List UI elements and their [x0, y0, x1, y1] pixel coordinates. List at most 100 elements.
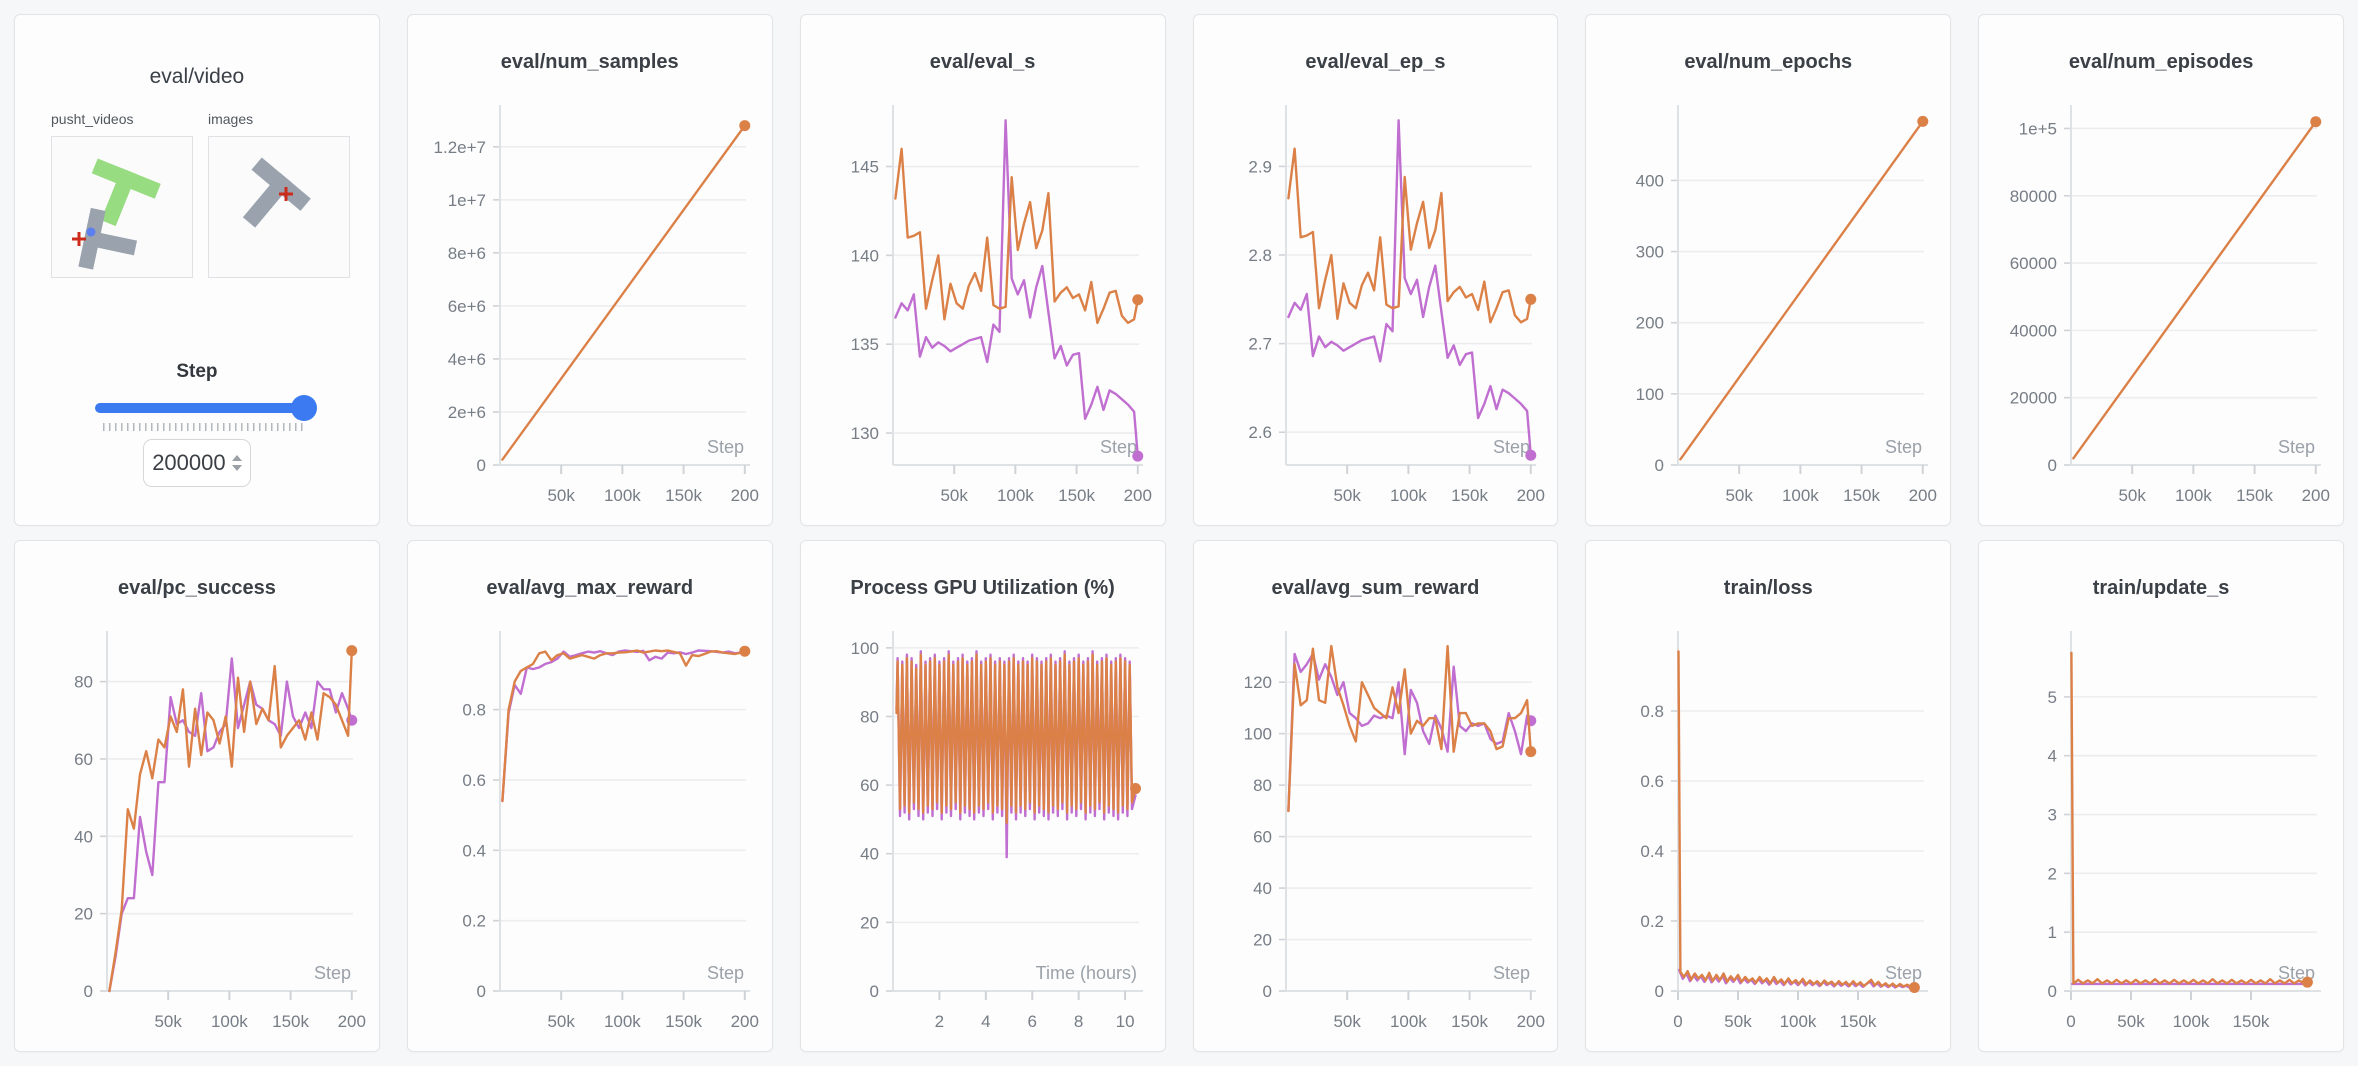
svg-text:3: 3 — [2048, 806, 2057, 825]
step-input-value: 200000 — [152, 450, 226, 475]
svg-text:0: 0 — [2048, 982, 2057, 1001]
svg-text:0.6: 0.6 — [1641, 772, 1665, 791]
chart-plot[interactable]: 0 20 40 60 80 100 120 50k 100k 150k 200 Step — [1194, 541, 1558, 1051]
panel-eval-eval-ep-s[interactable]: 2.6 2.7 2.8 2.9 50k 100k 150k 200 Step eval/eval… — [1192, 14, 1559, 526]
svg-text:120: 120 — [1243, 673, 1271, 692]
svg-text:50k: 50k — [1726, 486, 1754, 505]
svg-text:1e+5: 1e+5 — [2019, 119, 2057, 138]
svg-text:0: 0 — [1262, 982, 1271, 1001]
svg-text:80000: 80000 — [2010, 187, 2057, 206]
chart-plot[interactable]: 0 100 200 300 400 50k 100k 150k 200 Step — [1586, 15, 1950, 525]
panel-eval-video[interactable]: eval/video pusht_videos images — [14, 14, 380, 526]
step-input[interactable]: 200000 — [142, 439, 251, 487]
svg-text:100k: 100k — [1780, 1012, 1817, 1031]
chart-plot[interactable]: 0 2e+6 4e+6 6e+6 8e+6 1e+7 1.2e+7 50k 100k 150k 20… — [408, 15, 772, 525]
svg-text:2.9: 2.9 — [1248, 157, 1272, 176]
pusht-video-thumbnail[interactable] — [51, 136, 193, 278]
svg-text:0: 0 — [84, 982, 93, 1001]
svg-text:50k: 50k — [940, 486, 968, 505]
panel-eval-num-epochs[interactable]: 0 100 200 300 400 50k 100k 150k 200 Step eval/num… — [1585, 14, 1952, 526]
svg-text:Step: Step — [1492, 437, 1529, 457]
chart-plot[interactable]: 0 1 2 3 4 5 0 50k 100k 150k Step — [1979, 541, 2343, 1051]
images-scene-graphic — [242, 157, 311, 228]
svg-text:1: 1 — [2048, 923, 2057, 942]
target-cross-icon — [72, 232, 86, 246]
panel-process-gpu-utilization[interactable]: 0 20 40 60 80 100 2 4 6 8 10 Time (hours) Process G… — [799, 540, 1166, 1052]
svg-text:80: 80 — [74, 673, 93, 692]
chart-plot[interactable]: 0 20 40 60 80 100 2 4 6 8 10 Time (hours) — [801, 541, 1165, 1051]
step-slider-label: Step — [176, 361, 218, 382]
chart-title: eval/pc_success — [117, 577, 276, 599]
svg-text:60: 60 — [860, 776, 879, 795]
chart-title: eval/avg_max_reward — [486, 577, 694, 599]
svg-text:400: 400 — [1636, 171, 1664, 190]
svg-text:40000: 40000 — [2010, 321, 2057, 340]
svg-text:150k: 150k — [272, 1012, 309, 1031]
svg-text:0: 0 — [2048, 456, 2057, 475]
svg-text:20000: 20000 — [2010, 389, 2057, 408]
chart-title: eval/avg_sum_reward — [1271, 577, 1480, 599]
svg-text:150k: 150k — [1840, 1012, 1877, 1031]
chart-plot[interactable]: 0 20 40 60 80 50k 100k 150k 200 Step — [15, 541, 379, 1051]
svg-text:Step: Step — [2278, 437, 2315, 457]
panel-eval-avg-max-reward[interactable]: 0 0.2 0.4 0.6 0.8 50k 100k 150k 200 Step eval/avg… — [406, 540, 773, 1052]
svg-text:2.7: 2.7 — [1248, 335, 1272, 354]
svg-text:Time (hours): Time (hours) — [1035, 963, 1136, 983]
svg-text:Step: Step — [707, 437, 744, 457]
svg-text:100k: 100k — [1389, 486, 1426, 505]
panel-eval-avg-sum-reward[interactable]: 0 20 40 60 80 100 120 50k 100k 150k 200 Step eval/a… — [1192, 540, 1559, 1052]
gray-t-shape — [242, 157, 311, 228]
svg-text:6: 6 — [1027, 1012, 1036, 1031]
images-thumbnail[interactable] — [208, 136, 350, 278]
svg-text:100: 100 — [850, 639, 878, 658]
svg-text:50k: 50k — [547, 1012, 575, 1031]
svg-text:0.6: 0.6 — [462, 771, 486, 790]
svg-text:4: 4 — [2048, 747, 2057, 766]
panel-eval-num-samples[interactable]: 0 2e+6 4e+6 6e+6 8e+6 1e+7 1.2e+7 50k 100k 150k 20… — [406, 14, 773, 526]
svg-text:2.8: 2.8 — [1248, 246, 1272, 265]
svg-text:150k: 150k — [1843, 486, 1880, 505]
svg-text:0: 0 — [869, 982, 878, 1001]
svg-text:150k: 150k — [665, 1012, 702, 1031]
svg-text:40: 40 — [1253, 879, 1272, 898]
panel-eval-eval-s[interactable]: 130 135 140 145 50k 100k 150k 200 Step eval/eval… — [799, 14, 1166, 526]
svg-text:0.4: 0.4 — [462, 841, 486, 860]
chart-plot[interactable]: 0 0.2 0.4 0.6 0.8 50k 100k 150k 200 Step — [408, 541, 772, 1051]
svg-text:50k: 50k — [1333, 1012, 1361, 1031]
svg-text:5: 5 — [2048, 688, 2057, 707]
svg-text:50k: 50k — [2117, 1012, 2145, 1031]
chart-title: eval/eval_s — [929, 51, 1036, 73]
step-slider-handle[interactable] — [291, 395, 317, 421]
svg-text:Step: Step — [707, 963, 744, 983]
svg-text:200: 200 — [1516, 1012, 1544, 1031]
svg-text:200: 200 — [1636, 314, 1664, 333]
chart-plot[interactable]: 0 20000 40000 60000 80000 1e+5 50k 100k 150k 200 S… — [1979, 15, 2343, 525]
svg-text:2: 2 — [934, 1012, 943, 1031]
panel-train-loss[interactable]: 0 0.2 0.4 0.6 0.8 0 50k 100k 150k Step train/loss — [1585, 540, 1952, 1052]
chart-plot[interactable]: 0 0.2 0.4 0.6 0.8 0 50k 100k 150k Step — [1586, 541, 1950, 1051]
svg-text:140: 140 — [850, 246, 878, 265]
svg-text:Step: Step — [1885, 437, 1922, 457]
svg-text:Step: Step — [1100, 437, 1137, 457]
panel-eval-num-episodes[interactable]: 0 20000 40000 60000 80000 1e+5 50k 100k 150k 200 S… — [1978, 14, 2344, 526]
stepper-up-icon[interactable] — [231, 455, 242, 461]
svg-text:2.6: 2.6 — [1248, 423, 1272, 442]
step-slider[interactable] — [95, 395, 317, 421]
svg-text:60000: 60000 — [2010, 254, 2057, 273]
stepper-down-icon[interactable] — [231, 465, 242, 471]
panel-grid: eval/video pusht_videos images — [14, 14, 2344, 1052]
svg-text:0: 0 — [476, 456, 485, 475]
step-stepper — [231, 455, 242, 471]
svg-text:20: 20 — [74, 905, 93, 924]
chart-plot[interactable]: 130 135 140 145 50k 100k 150k 200 Step — [801, 15, 1165, 525]
panel-eval-pc-success[interactable]: 0 20 40 60 80 50k 100k 150k 200 Step eval/pc_succ… — [14, 540, 380, 1052]
chart-plot[interactable]: 2.6 2.7 2.8 2.9 50k 100k 150k 200 Step — [1194, 15, 1558, 525]
svg-text:2: 2 — [2048, 864, 2057, 883]
svg-text:20: 20 — [860, 913, 879, 932]
svg-text:135: 135 — [850, 335, 878, 354]
panel-train-update-s[interactable]: 0 1 2 3 4 5 0 50k 100k 150k Step train/update_s — [1978, 540, 2344, 1052]
panel-title: eval/video — [149, 65, 245, 88]
svg-text:100: 100 — [1243, 725, 1271, 744]
svg-text:100k: 100k — [2173, 1012, 2210, 1031]
svg-text:10: 10 — [1115, 1012, 1134, 1031]
